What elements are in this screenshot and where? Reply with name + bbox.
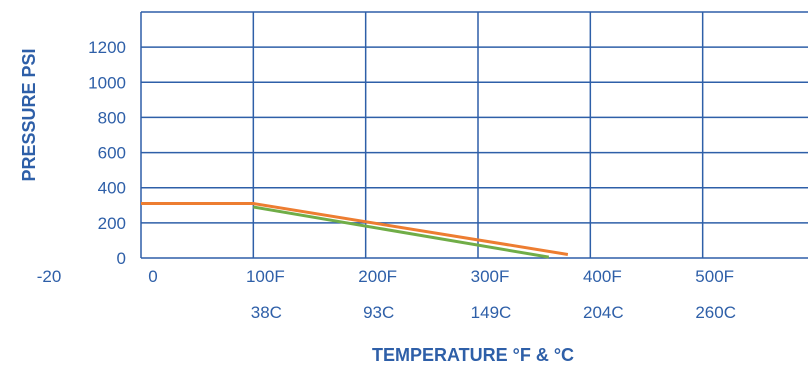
y-tick-label: 1200 [88, 38, 126, 57]
x-axis-title: TEMPERATURE °F & °C [372, 345, 574, 365]
x-tick-label: 400F [583, 267, 622, 286]
x-tick-label-celsius: 204C [583, 303, 624, 322]
y-axis-title: PRESSURE PSI [19, 48, 39, 181]
x-tick-label-celsius: 38C [251, 303, 282, 322]
y-tick-label: 0 [117, 249, 126, 268]
grid-lines [140, 11, 808, 259]
series-line [253, 205, 550, 259]
x-tick-label: 300F [471, 267, 510, 286]
x-tick-label-celsius: 93C [363, 303, 394, 322]
x-tick-label-celsius: 260C [695, 303, 736, 322]
x-tick-label: -20 [37, 267, 62, 286]
x-tick-label: 0 [148, 267, 157, 286]
y-tick-label: 600 [98, 144, 126, 163]
x-tick-label: 500F [695, 267, 734, 286]
y-tick-label: 800 [98, 108, 126, 127]
x-tick-label: 100F [246, 267, 285, 286]
series-lines [141, 202, 569, 259]
y-tick-label: 400 [98, 179, 126, 198]
y-tick-label: 200 [98, 214, 126, 233]
x-tick-labels-celsius: 38C 93C 149C 204C 260C [251, 303, 736, 322]
x-tick-label-celsius: 149C [471, 303, 512, 322]
y-tick-label: 1000 [88, 73, 126, 92]
x-tick-label: 200F [358, 267, 397, 286]
x-tick-labels-fahrenheit: -20 0 100F 200F 300F 400F 500F [37, 267, 734, 286]
series-line [141, 202, 569, 256]
y-tick-labels: 0 200 400 600 800 1000 1200 [88, 38, 126, 268]
